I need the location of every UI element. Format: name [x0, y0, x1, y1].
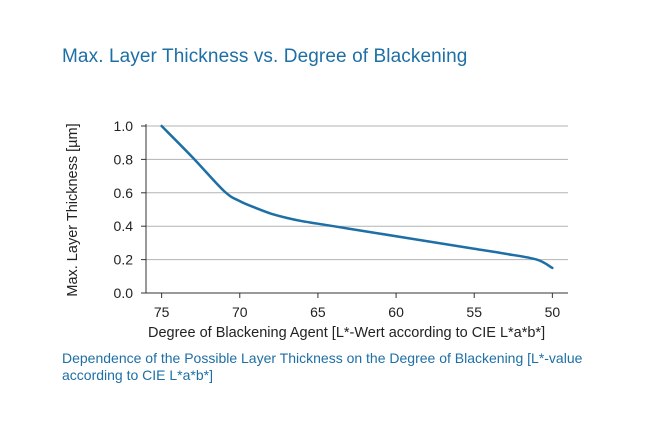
x-tick-label: 50 — [545, 304, 561, 320]
y-tick-labels: 0.0 0.2 0.4 0.6 0.8 1.0 — [114, 118, 134, 301]
y-tick-label: 0.8 — [114, 151, 134, 167]
chart-caption: Dependence of the Possible Layer Thickne… — [62, 350, 583, 383]
chart-title: Max. Layer Thickness vs. Degree of Black… — [62, 46, 468, 67]
series-line — [160, 124, 554, 270]
x-tick-label: 55 — [466, 304, 482, 320]
x-tick-label: 70 — [232, 304, 248, 320]
y-tick-label: 1.0 — [114, 118, 134, 134]
y-tick-label: 0.0 — [114, 285, 134, 301]
y-tick-label: 0.2 — [114, 252, 134, 268]
series-layer — [160, 124, 554, 270]
y-axis-title: Max. Layer Thickness [µm] — [65, 123, 81, 296]
axes — [141, 124, 568, 298]
y-tick-label: 0.6 — [114, 185, 134, 201]
y-tick-label: 0.4 — [114, 218, 134, 234]
x-axis-title: Degree of Blackening Agent [L*-Wert acco… — [148, 325, 545, 341]
x-tick-labels: 75 70 65 60 55 50 — [154, 304, 561, 320]
x-tick-label: 65 — [310, 304, 326, 320]
gridlines — [146, 125, 568, 261]
x-tick-label: 60 — [388, 304, 404, 320]
x-tick-label: 75 — [154, 304, 170, 320]
